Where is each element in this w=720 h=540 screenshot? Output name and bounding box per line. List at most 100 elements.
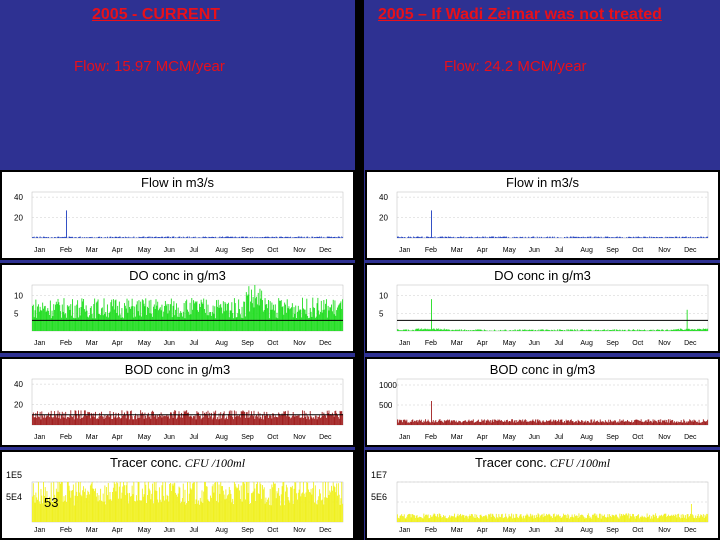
bar <box>602 516 604 522</box>
bar <box>420 517 422 522</box>
center-divider <box>355 0 364 540</box>
bar <box>232 498 234 522</box>
bar <box>692 329 694 331</box>
bar <box>574 514 576 522</box>
bar <box>673 421 675 425</box>
bar <box>597 329 599 331</box>
bar <box>210 497 212 522</box>
bar <box>656 515 657 522</box>
bar <box>413 421 415 425</box>
bar <box>431 421 433 425</box>
bar <box>549 514 551 522</box>
bar <box>661 236 663 238</box>
bar <box>83 237 85 238</box>
bar <box>627 513 629 522</box>
bar <box>235 237 237 238</box>
bar <box>464 517 466 522</box>
bar <box>456 422 458 425</box>
bar <box>476 514 478 522</box>
bar <box>564 514 566 522</box>
bar <box>625 513 627 522</box>
bar <box>581 329 583 331</box>
bar <box>42 415 44 425</box>
bar <box>165 415 167 425</box>
bar <box>291 417 292 425</box>
bar <box>201 417 203 425</box>
bar <box>552 517 553 522</box>
bar <box>239 236 240 238</box>
bar <box>243 411 245 425</box>
bar <box>218 237 220 238</box>
bar <box>551 421 553 425</box>
bar <box>62 417 64 425</box>
bar <box>616 422 618 425</box>
bar <box>414 420 415 425</box>
bar <box>501 237 503 238</box>
bar <box>281 413 283 425</box>
bar <box>439 419 441 425</box>
y-tick-label: 5E6 <box>369 492 390 502</box>
bar <box>191 489 193 522</box>
bar <box>402 330 404 331</box>
bar <box>408 513 410 522</box>
bar <box>196 301 198 331</box>
bar <box>406 419 408 425</box>
bar <box>142 413 144 425</box>
bar <box>275 416 277 425</box>
month-label: Jun <box>529 434 540 441</box>
bar <box>170 490 172 522</box>
bar <box>116 236 118 238</box>
bar <box>143 494 145 522</box>
bar <box>242 318 244 331</box>
bar <box>116 313 118 331</box>
bar <box>487 419 489 425</box>
bar <box>694 518 696 522</box>
bar <box>263 237 265 238</box>
bar <box>453 236 455 238</box>
bar <box>453 516 455 522</box>
bar <box>162 482 164 522</box>
bar <box>548 330 550 331</box>
plot-frame <box>396 378 709 426</box>
bar <box>132 494 134 522</box>
bar <box>261 237 263 238</box>
bar <box>199 307 201 331</box>
bar <box>296 237 298 238</box>
bar <box>291 485 293 522</box>
bar <box>610 516 611 522</box>
bar <box>535 514 537 522</box>
bar <box>300 236 302 238</box>
bar <box>39 503 41 522</box>
bar <box>516 420 518 425</box>
bar <box>310 416 312 425</box>
bar <box>34 417 36 425</box>
bar <box>488 514 490 522</box>
bar <box>72 236 73 238</box>
bar <box>308 489 309 522</box>
bar <box>609 422 611 425</box>
bar <box>527 514 529 522</box>
bar <box>460 236 462 238</box>
bar <box>100 415 102 425</box>
bar <box>399 237 401 238</box>
bar <box>139 417 141 425</box>
bar <box>401 236 403 238</box>
bar <box>656 329 658 331</box>
bar <box>641 421 643 425</box>
bar <box>204 236 206 238</box>
bar <box>689 515 691 522</box>
plot-frame <box>31 191 344 239</box>
bar <box>414 237 415 238</box>
bar <box>450 420 452 425</box>
bar <box>677 514 679 522</box>
bar <box>419 329 421 331</box>
bar <box>531 514 533 522</box>
month-label: Mar <box>86 527 99 534</box>
bar <box>47 415 49 425</box>
bar <box>615 422 617 425</box>
bar <box>317 236 319 238</box>
bar <box>397 236 398 238</box>
bar <box>279 495 280 522</box>
bar <box>621 420 622 425</box>
